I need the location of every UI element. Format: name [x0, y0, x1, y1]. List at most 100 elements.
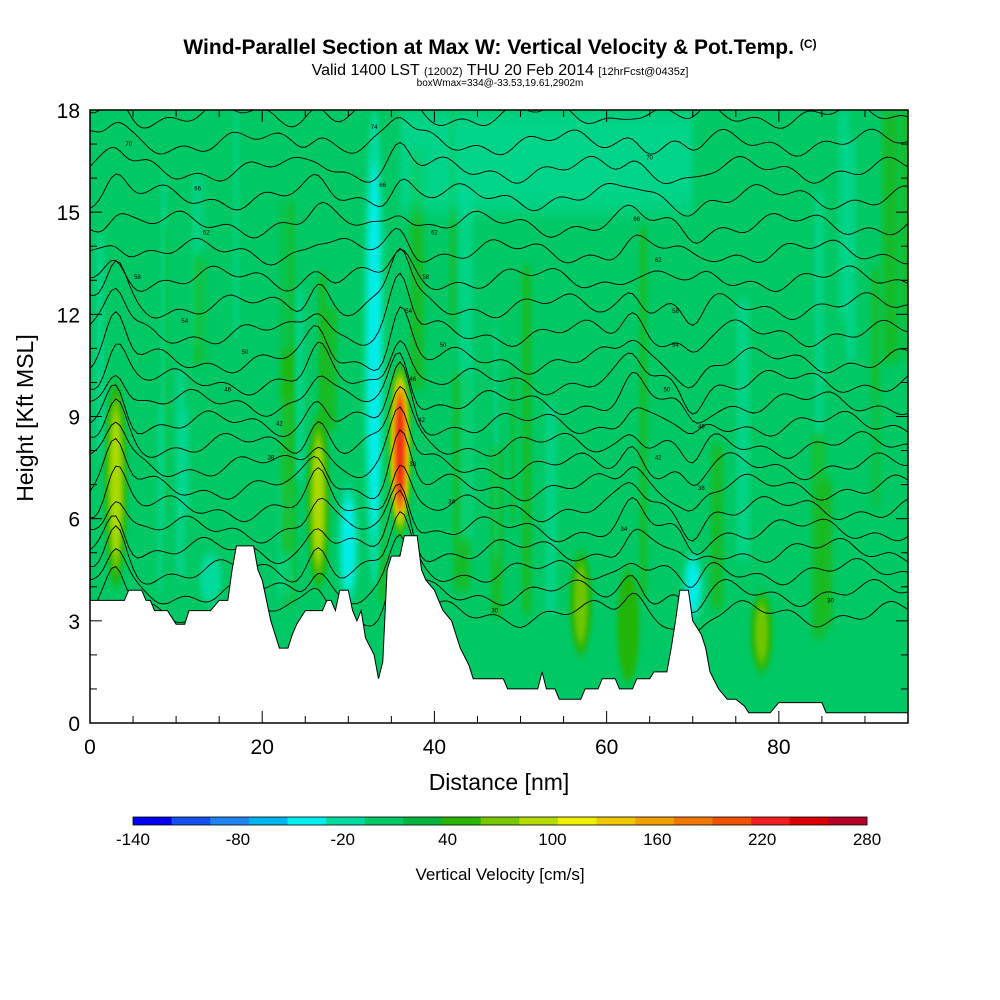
- velocity-streak: [821, 479, 833, 626]
- updraft-core: [110, 413, 121, 557]
- valid-time: Valid 1400 LST: [311, 62, 420, 79]
- theta-labels: 70 66 62 58 54 50 46 42 38 74 66 62 58 54 50 46 42 38 34 70…: [125, 125, 834, 615]
- colorbar-swatch: [673, 817, 713, 825]
- theta-label: 34: [448, 500, 455, 506]
- colorbar-swatch: [557, 817, 597, 825]
- theta-contour: [90, 117, 908, 157]
- theta-label: 46: [410, 377, 417, 383]
- y-tick-label: 0: [68, 713, 80, 736]
- colorbar-frame: [132, 816, 868, 826]
- theta-contour: [90, 339, 908, 415]
- colorbar-swatch: [133, 817, 172, 825]
- theta-contour: [90, 385, 908, 464]
- theta-label: 38: [698, 486, 705, 492]
- downdraft-core: [199, 552, 222, 604]
- theta-label: 42: [655, 455, 662, 461]
- colorbar-tick-label: 40: [438, 830, 457, 849]
- theta-contour: [90, 173, 908, 217]
- y-tick-label: 3: [68, 611, 80, 634]
- x-axis-title: Distance [nm]: [429, 769, 570, 795]
- utc-time: (1200Z): [424, 66, 463, 78]
- axes: 0 20 40 60 80 0 3 6 9 12 15 18: [57, 100, 909, 759]
- velocity-texture: [95, 110, 908, 638]
- colorbar-tick-label: 100: [538, 830, 566, 849]
- theta-label: 30: [827, 598, 834, 604]
- velocity-streak: [900, 110, 908, 358]
- theta-contour: [90, 227, 908, 266]
- x-tick-label: 0: [84, 736, 96, 759]
- theta-label: 46: [224, 387, 231, 393]
- theta-contour: [90, 41, 908, 77]
- updraft-core: [574, 564, 588, 644]
- theta-label: 42: [418, 418, 425, 424]
- velocity-streak: [522, 266, 532, 614]
- colorbar-swatch: [519, 817, 559, 825]
- velocity-streak: [882, 110, 899, 362]
- velocity-streak: [814, 191, 824, 486]
- chart-subtitle: Valid 1400 LST (1200Z) THU 20 Feb 2014 […: [0, 62, 1000, 80]
- theta-label: 54: [672, 343, 679, 349]
- theta-contour: [90, 272, 908, 353]
- velocity-streak: [581, 277, 591, 527]
- colorbar-swatch: [789, 817, 829, 825]
- velocity-streak: [775, 331, 786, 506]
- theta-contours: [90, 41, 908, 635]
- colorbar-tick-label: 220: [748, 830, 776, 849]
- theta-contour: [90, 248, 908, 292]
- theta-contour: [90, 141, 908, 185]
- colorbar-swatch: [442, 817, 481, 825]
- velocity-streak: [224, 316, 229, 443]
- velocity-streak: [234, 110, 239, 336]
- x-tick-label: 80: [767, 736, 790, 759]
- colorbar-swatch: [210, 817, 250, 825]
- colorbar-swatch: [403, 817, 443, 825]
- velocity-streak: [900, 315, 908, 603]
- colorbar-swatch: [751, 817, 791, 825]
- theta-label: 62: [655, 258, 662, 264]
- x-tick-label: 60: [595, 736, 618, 759]
- colorbar-swatch: [596, 817, 636, 825]
- theta-label: 34: [621, 527, 628, 533]
- downdraft-core: [367, 163, 381, 534]
- theta-contour: [90, 247, 908, 326]
- box-info: boxWmax=334@-33.53,19.61,2902m: [416, 78, 584, 89]
- velocity-streak: [697, 206, 709, 476]
- velocity-streak: [545, 404, 557, 613]
- theta-label: 66: [379, 183, 386, 189]
- colorbar-tick-label: 160: [643, 830, 671, 849]
- downdraft-core: [341, 498, 355, 591]
- y-tick-label: 18: [57, 100, 80, 123]
- theta-contour: [90, 352, 908, 424]
- theta-label: 66: [633, 217, 640, 223]
- colorbar: -140 -80 -20 40 100 160 220 280: [116, 816, 881, 849]
- velocity-streak: [871, 268, 880, 506]
- plot-area: 70 66 62 58 54 50 46 42 38 74 66 62 58 54 50 46 42 38 34 70…: [89, 41, 909, 724]
- updraft-core: [617, 569, 640, 683]
- velocity-streak: [494, 324, 499, 560]
- theta-contour: [90, 62, 908, 101]
- velocity-streak: [199, 110, 214, 455]
- colorbar-swatch: [364, 817, 404, 825]
- valid-date: THU 20 Feb 2014: [466, 62, 594, 79]
- terrain-mask: [89, 535, 909, 724]
- x-tick-label: 40: [423, 736, 446, 759]
- velocity-streak: [175, 370, 185, 579]
- velocity-streak: [459, 184, 473, 540]
- theta-contour: [90, 464, 908, 542]
- velocity-streak: [838, 110, 850, 318]
- velocity-streak: [863, 388, 879, 515]
- theta-label: 58: [422, 275, 429, 281]
- velocity-streak: [510, 370, 515, 523]
- colorbar-tick-label: -80: [226, 830, 251, 849]
- theta-contour: [90, 406, 908, 486]
- theta-label: 38: [267, 455, 274, 461]
- theta-label: 50: [440, 343, 447, 349]
- y-tick-label: 6: [68, 509, 80, 532]
- velocity-streak: [107, 110, 119, 372]
- velocity-streak: [157, 406, 163, 592]
- velocity-drafts: [104, 110, 773, 683]
- colorbar-swatch: [828, 817, 868, 825]
- colorbar-swatch: [480, 817, 520, 825]
- updraft-core: [755, 602, 769, 664]
